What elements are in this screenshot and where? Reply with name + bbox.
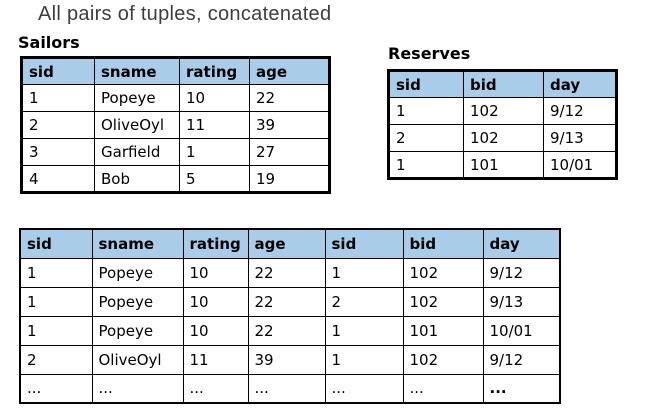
- table-row: 1 Popeye 10 22: [21, 84, 330, 112]
- column-header-bid: bid: [463, 70, 544, 98]
- table-cell: 10: [179, 84, 250, 112]
- table-cell: 39: [249, 111, 330, 139]
- column-header-sid: sid: [19, 228, 93, 259]
- table-cell: 102: [402, 257, 484, 288]
- table-cell: 101: [402, 315, 484, 346]
- table-cell: 9/12: [482, 257, 561, 288]
- table-row: .....................: [19, 373, 561, 404]
- column-header-sname: sname: [94, 57, 180, 85]
- table-cell: 4: [21, 165, 95, 193]
- table-cell: 10: [182, 286, 249, 317]
- table-cell: 3: [21, 138, 95, 166]
- table-cell: 9/13: [482, 286, 561, 317]
- table-cell: 1: [19, 286, 93, 317]
- sailors-table-label: Sailors: [18, 33, 80, 52]
- reserves-table-label: Reserves: [388, 44, 471, 63]
- table-cell: 2: [21, 111, 95, 139]
- table-cell: 22: [247, 257, 326, 288]
- table-cell: Popeye: [94, 84, 180, 112]
- table-cell: ...: [247, 373, 326, 404]
- table-cell: 2: [324, 286, 404, 317]
- table-row: 2 OliveOyl 11 39: [21, 111, 330, 139]
- table-cell: 9/12: [482, 344, 561, 375]
- column-header-day: day: [543, 70, 617, 98]
- table-cell: 1: [324, 315, 404, 346]
- table-cell: 9/13: [543, 124, 617, 152]
- table-cell: 10/01: [482, 315, 561, 346]
- table-cell: OliveOyl: [94, 111, 180, 139]
- table-cell: 22: [247, 286, 326, 317]
- sailors-table: sid sname rating age 1 Popeye 10 22 2 OliveOyl 11 3…: [20, 56, 331, 194]
- table-cell: 22: [247, 315, 326, 346]
- table-row: 4 Bob 5 19: [21, 165, 330, 193]
- table-cell: ...: [482, 373, 561, 404]
- column-header-age: age: [249, 57, 330, 85]
- table-cell: 10: [182, 257, 249, 288]
- table-cell: Popeye: [91, 286, 184, 317]
- reserves-table: sid bid day 1 102 9/12 2 102 9/13 1 101 10/01: [387, 69, 618, 180]
- table-row: 1 102 9/12: [388, 97, 617, 125]
- table-row: 2 102 9/13: [388, 124, 617, 152]
- column-header-sid: sid: [324, 228, 404, 259]
- column-header-rating: rating: [182, 228, 249, 259]
- column-header-day: day: [482, 228, 561, 259]
- table-cell: 27: [249, 138, 330, 166]
- table-cell: 2: [19, 344, 93, 375]
- table-cell: Bob: [94, 165, 180, 193]
- table-cell: Popeye: [91, 257, 184, 288]
- table-cell: 11: [179, 111, 250, 139]
- table-cell: 101: [463, 151, 544, 179]
- header-row: sid bid day: [388, 70, 617, 98]
- table-cell: 10: [182, 315, 249, 346]
- table-cell: 102: [402, 344, 484, 375]
- table-cell: ...: [402, 373, 484, 404]
- table-cell: 1: [19, 257, 93, 288]
- table-cell: 102: [463, 124, 544, 152]
- table-cell: 19: [249, 165, 330, 193]
- table-row: 3 Garfield 1 27: [21, 138, 330, 166]
- table-row: 2 OliveOyl 11 39 1 102 9/12: [19, 344, 561, 375]
- page-title: All pairs of tuples, concatenated: [38, 3, 332, 25]
- column-header-sid: sid: [21, 57, 95, 85]
- table-cell: Garfield: [94, 138, 180, 166]
- table-row: 1 Popeye 10 22 1 102 9/12: [19, 257, 561, 288]
- table-cell: 1: [179, 138, 250, 166]
- table-cell: 1: [388, 97, 464, 125]
- table-cell: ...: [91, 373, 184, 404]
- table-cell: 1: [21, 84, 95, 112]
- column-header-sname: sname: [91, 228, 184, 259]
- table-cell: 102: [463, 97, 544, 125]
- table-cell: 102: [402, 286, 484, 317]
- table-cell: 1: [388, 151, 464, 179]
- column-header-rating: rating: [179, 57, 250, 85]
- column-header-bid: bid: [402, 228, 484, 259]
- table-cell: 2: [388, 124, 464, 152]
- column-header-sid: sid: [388, 70, 464, 98]
- table-cell: 22: [249, 84, 330, 112]
- table-cell: 10/01: [543, 151, 617, 179]
- header-row: sid sname rating age sid bid day: [19, 228, 561, 259]
- table-cell: OliveOyl: [91, 344, 184, 375]
- column-header-age: age: [247, 228, 326, 259]
- table-cell: Popeye: [91, 315, 184, 346]
- table-cell: 5: [179, 165, 250, 193]
- table-cell: ...: [324, 373, 404, 404]
- table-cell: 9/12: [543, 97, 617, 125]
- table-cell: ...: [19, 373, 93, 404]
- table-cell: 1: [324, 257, 404, 288]
- header-row: sid sname rating age: [21, 57, 330, 85]
- table-cell: 39: [247, 344, 326, 375]
- table-cell: 1: [19, 315, 93, 346]
- table-cell: 1: [324, 344, 404, 375]
- table-cell: ...: [182, 373, 249, 404]
- table-row: 1 Popeye 10 22 2 102 9/13: [19, 286, 561, 317]
- table-row: 1 Popeye 10 22 1 101 10/01: [19, 315, 561, 346]
- table-row: 1 101 10/01: [388, 151, 617, 179]
- cross-product-result-table: sid sname rating age sid bid day 1 Popeye 10 22 1 10…: [19, 228, 561, 404]
- table-cell: 11: [182, 344, 249, 375]
